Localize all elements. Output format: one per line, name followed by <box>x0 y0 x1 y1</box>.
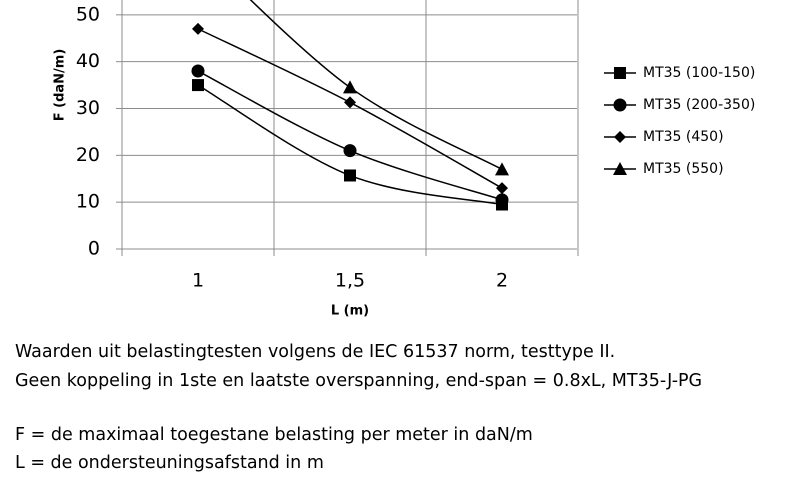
note: F = de maximaal toegestane belasting per… <box>15 425 533 445</box>
x-tick-label: 2 <box>496 270 508 292</box>
legend-label: MT35 (550) <box>643 161 724 177</box>
legend-label: MT35 (450) <box>643 129 724 145</box>
y-tick-label: 30 <box>76 97 100 119</box>
y-axis-label: F (daN/m) <box>53 49 68 122</box>
legend-marker <box>613 162 627 175</box>
note: Geen koppeling in 1ste en laatste oversp… <box>15 371 702 391</box>
data-point <box>192 22 204 35</box>
x-axis-label: L (m) <box>331 304 369 319</box>
data-point <box>496 182 508 195</box>
y-tick-label: 10 <box>76 191 100 213</box>
legend-marker <box>614 67 626 79</box>
data-point <box>343 144 357 158</box>
legend-marker <box>614 131 626 143</box>
y-tick-label: 20 <box>76 144 100 166</box>
legend-marker <box>613 98 627 112</box>
data-point <box>343 80 357 94</box>
x-tick-label: 1 <box>192 270 204 292</box>
y-tick-label: 0 <box>88 238 100 260</box>
y-tick-label: 50 <box>76 3 100 25</box>
data-point <box>344 96 356 109</box>
legend-label: MT35 (100-150) <box>643 65 755 81</box>
data-point <box>344 169 356 182</box>
note: L = de ondersteuningsafstand in m <box>15 453 324 473</box>
legend-label: MT35 (200-350) <box>643 97 755 113</box>
data-point <box>192 79 204 92</box>
data-point <box>495 193 509 207</box>
x-tick-label: 1,5 <box>335 270 365 292</box>
data-point <box>191 64 205 78</box>
note: Waarden uit belastingtesten volgens de I… <box>15 342 615 362</box>
y-tick-label: 40 <box>76 50 100 72</box>
data-point <box>495 162 509 176</box>
